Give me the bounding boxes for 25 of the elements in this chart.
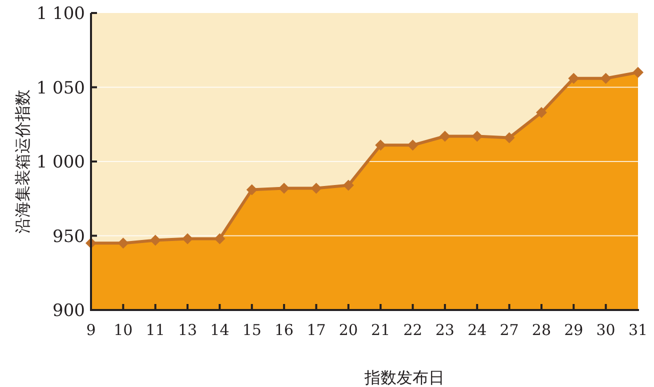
y-tick-label: 950 xyxy=(52,226,85,247)
x-tick-label: 28 xyxy=(532,321,552,339)
x-tick-label: 23 xyxy=(435,321,454,339)
y-tick-label: 1 050 xyxy=(36,78,85,98)
x-tick-label: 14 xyxy=(210,321,230,339)
x-tick-label: 22 xyxy=(403,321,422,339)
x-tick-label: 16 xyxy=(274,321,294,339)
x-tick-label: 17 xyxy=(306,321,326,339)
y-tick-label: 900 xyxy=(52,301,85,321)
y-tick-label: 1 100 xyxy=(36,4,85,24)
x-tick-label: 31 xyxy=(628,321,648,339)
x-tick-label: 10 xyxy=(114,321,133,339)
x-tick-label: 15 xyxy=(242,321,262,339)
x-tick-label: 29 xyxy=(564,321,584,339)
x-tick-label: 27 xyxy=(500,321,519,339)
x-tick-label: 24 xyxy=(468,321,487,339)
x-tick-label: 20 xyxy=(338,321,358,339)
x-axis-title: 指数发布日 xyxy=(364,368,444,387)
y-axis-title: 沿海集装箱运价指数 xyxy=(13,90,32,234)
y-tick-label: 1 000 xyxy=(36,152,85,172)
x-tick-label: 9 xyxy=(86,321,96,339)
x-tick-label: 21 xyxy=(371,321,390,339)
x-tick-label: 30 xyxy=(596,321,616,339)
x-tick-label: 11 xyxy=(146,321,165,339)
x-tick-label: 13 xyxy=(178,321,198,339)
